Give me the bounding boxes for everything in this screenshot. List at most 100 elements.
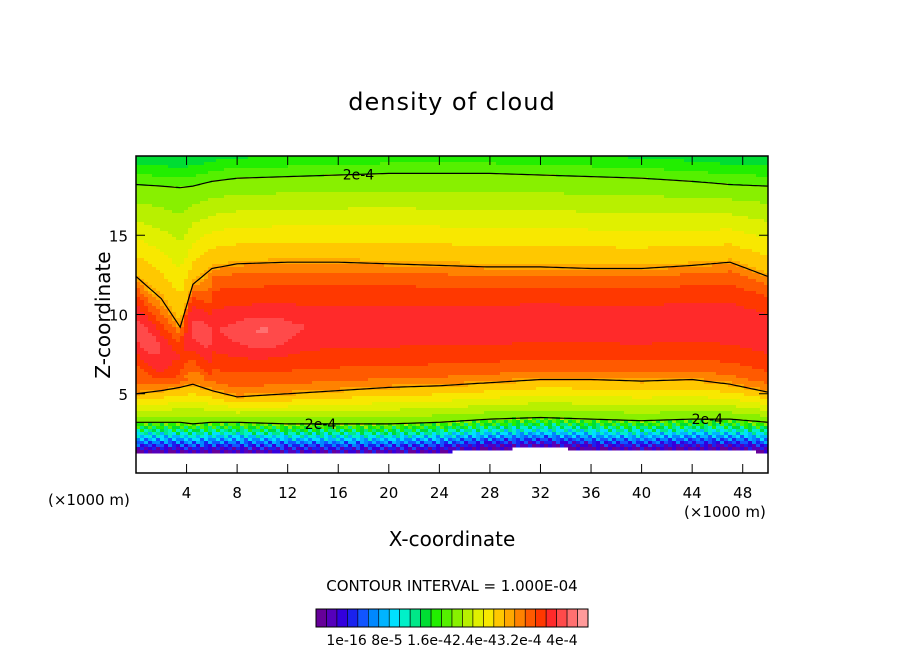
density-cell	[336, 177, 341, 181]
density-cell	[260, 249, 265, 253]
density-cell	[552, 183, 557, 187]
density-cell	[300, 162, 305, 166]
density-cell	[356, 165, 361, 169]
density-cell	[440, 243, 445, 247]
density-cell	[516, 162, 521, 166]
density-cell	[292, 174, 297, 178]
density-cell	[536, 180, 541, 184]
density-cell	[292, 189, 297, 193]
density-cell	[328, 228, 333, 232]
density-cell	[608, 195, 613, 199]
density-cell	[168, 204, 173, 208]
density-cell	[172, 189, 177, 193]
density-cell	[376, 231, 381, 235]
density-cell	[252, 165, 257, 169]
density-cell	[484, 237, 489, 241]
density-cell	[440, 240, 445, 244]
density-cell	[328, 243, 333, 247]
density-cell	[416, 213, 421, 217]
density-cell	[680, 207, 685, 211]
density-cell	[304, 210, 309, 214]
density-cell	[752, 171, 757, 175]
density-cell	[228, 168, 233, 172]
density-cell	[240, 192, 245, 196]
density-cell	[300, 210, 305, 214]
density-cell	[380, 234, 385, 238]
density-cell	[156, 213, 161, 217]
density-cell	[300, 228, 305, 232]
density-cell	[528, 159, 533, 163]
density-cell	[524, 192, 529, 196]
density-cell	[560, 204, 565, 208]
density-cell	[420, 192, 425, 196]
density-cell	[712, 207, 717, 211]
density-cell	[264, 222, 269, 226]
density-cell	[756, 216, 761, 220]
density-cell	[708, 225, 713, 229]
density-cell	[332, 171, 337, 175]
density-cell	[204, 219, 209, 223]
density-cell	[472, 243, 477, 247]
density-cell	[764, 240, 768, 244]
density-cell	[760, 204, 765, 208]
density-cell	[564, 192, 569, 196]
density-cell	[752, 156, 757, 160]
density-cell	[644, 246, 649, 250]
density-cell	[532, 174, 537, 178]
density-cell	[712, 222, 717, 226]
density-cell	[232, 246, 237, 250]
density-cell	[420, 204, 425, 208]
density-cell	[424, 201, 429, 205]
density-cell	[164, 180, 169, 184]
density-cell	[396, 183, 401, 187]
density-cell	[636, 231, 641, 235]
density-cell	[508, 177, 513, 181]
density-cell	[412, 219, 417, 223]
density-cell	[628, 156, 633, 160]
density-cell	[324, 249, 329, 253]
density-cell	[164, 189, 169, 193]
density-cell	[312, 231, 317, 235]
density-cell	[404, 198, 409, 202]
density-cell	[360, 177, 365, 181]
density-cell	[436, 219, 441, 223]
density-cell	[248, 171, 253, 175]
density-cell	[680, 162, 685, 166]
density-cell	[440, 213, 445, 217]
density-cell	[540, 237, 545, 241]
density-cell	[744, 168, 749, 172]
density-cell	[716, 159, 721, 163]
density-cell	[488, 198, 493, 202]
density-cell	[764, 201, 768, 205]
density-cell	[268, 240, 273, 244]
density-cell	[328, 183, 333, 187]
density-cell	[428, 186, 433, 190]
density-cell	[336, 210, 341, 214]
density-cell	[592, 180, 597, 184]
density-cell	[492, 201, 497, 205]
density-cell	[544, 168, 549, 172]
density-cell	[496, 216, 501, 220]
density-cell	[344, 213, 349, 217]
density-cell	[656, 201, 661, 205]
density-cell	[748, 156, 753, 160]
density-cell	[392, 162, 397, 166]
density-cell	[200, 180, 205, 184]
density-cell	[200, 186, 205, 190]
density-cell	[372, 204, 377, 208]
density-cell	[380, 237, 385, 241]
density-cell	[492, 213, 497, 217]
density-cell	[352, 249, 357, 253]
density-cell	[244, 225, 249, 229]
density-cell	[252, 204, 257, 208]
density-cell	[592, 189, 597, 193]
density-cell	[412, 210, 417, 214]
density-cell	[596, 225, 601, 229]
density-cell	[552, 210, 557, 214]
density-cell	[276, 183, 281, 187]
density-cell	[524, 159, 529, 163]
density-cell	[604, 240, 609, 244]
density-cell	[212, 183, 217, 187]
density-cell	[212, 249, 217, 253]
density-cell	[180, 240, 185, 244]
